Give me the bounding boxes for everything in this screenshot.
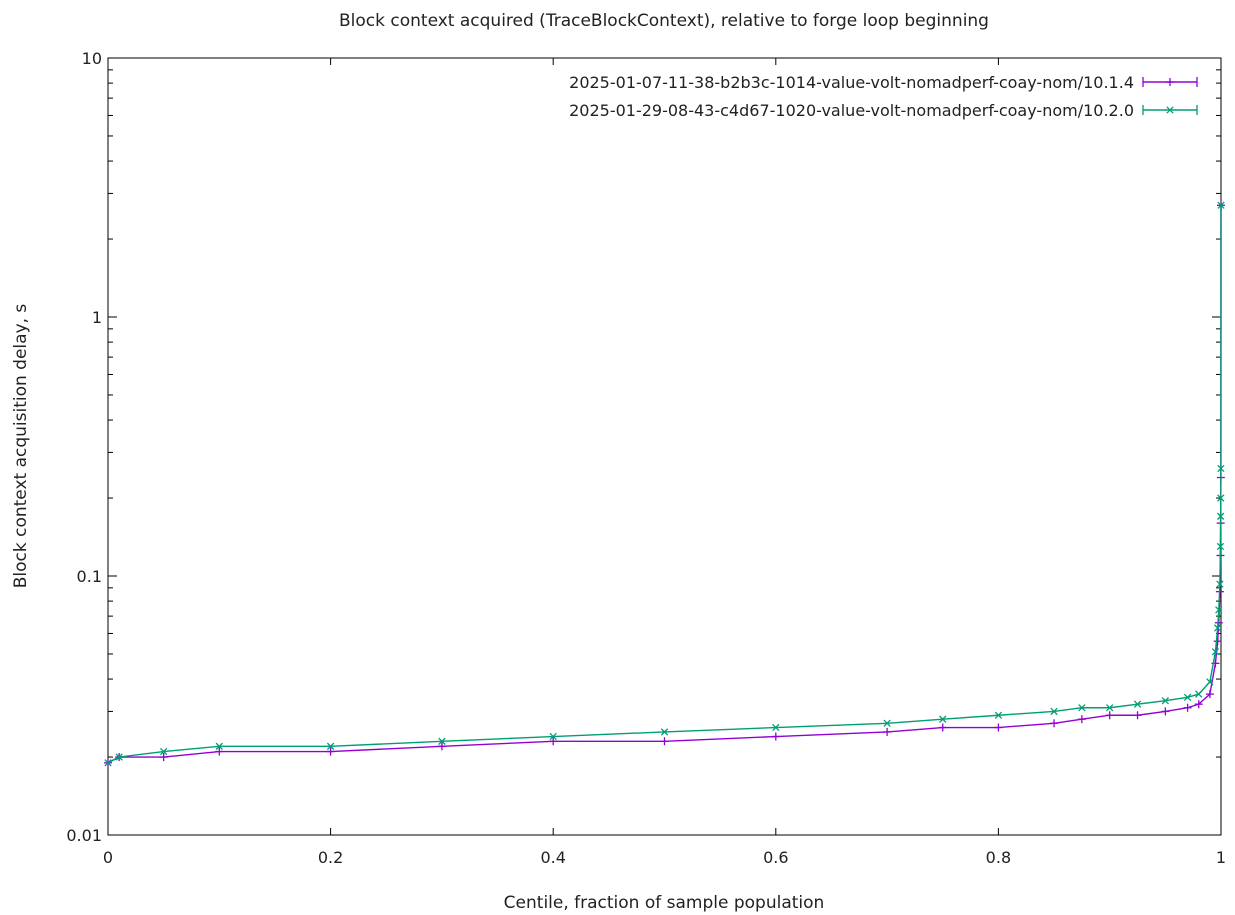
data-point: [159, 747, 168, 756]
data-point: [939, 715, 947, 723]
data-point: [438, 737, 446, 745]
data-point: [883, 727, 892, 736]
series-line: [107, 205, 1222, 764]
data-point: [772, 723, 780, 732]
x-tick-label: 0.8: [986, 848, 1011, 867]
data-point: [1195, 690, 1203, 698]
data-point: [883, 719, 891, 727]
x-tick-label: 0: [103, 848, 113, 867]
y-tick-label: 0.01: [66, 826, 102, 845]
data-point: [1217, 464, 1225, 473]
data-point: [771, 732, 780, 741]
data-point: [549, 737, 558, 746]
x-tick-label: 1: [1216, 848, 1226, 867]
data-point: [1205, 690, 1214, 699]
data-point: [1217, 494, 1225, 502]
data-point: [1050, 707, 1058, 716]
data-point: [1194, 700, 1203, 709]
legend-label: 2025-01-29-08-43-c4d67-1020-value-volt-n…: [569, 101, 1134, 120]
data-point: [1214, 624, 1222, 632]
legend-marker: [1166, 106, 1174, 114]
data-point: [938, 723, 947, 732]
data-point: [1217, 512, 1225, 520]
data-point: [215, 747, 224, 756]
chart-title: Block context acquired (TraceBlockContex…: [339, 11, 989, 31]
series-layer: [104, 201, 1225, 767]
data-point: [549, 732, 557, 741]
plot-frame: [107, 57, 1222, 836]
data-point: [1078, 704, 1086, 712]
data-point: [437, 742, 446, 751]
x-axis-label: Centile, fraction of sample population: [504, 893, 825, 913]
series-1: [104, 201, 1225, 767]
x-tick-label: 0.2: [318, 848, 343, 867]
data-point: [1105, 711, 1114, 720]
legend-item: 2025-01-07-11-38-b2b3c-1014-value-volt-n…: [569, 73, 1198, 92]
data-point: [1216, 580, 1224, 588]
data-point: [1133, 700, 1142, 708]
data-point: [1213, 637, 1222, 646]
data-point: [1183, 703, 1192, 712]
series-line: [107, 205, 1222, 764]
data-point: [159, 753, 168, 762]
data-point: [1106, 704, 1114, 712]
data-point: [1183, 693, 1192, 702]
y-axis-label: Block context acquisition delay, s: [11, 304, 31, 589]
y-tick-label: 0.1: [77, 567, 102, 586]
data-point: [1077, 715, 1086, 724]
y-tick-label: 10: [82, 49, 102, 68]
data-point: [660, 737, 669, 746]
x-tick-label: 0.6: [763, 848, 788, 867]
legend-item: 2025-01-29-08-43-c4d67-1020-value-volt-n…: [569, 101, 1198, 120]
series-2: [104, 201, 1225, 767]
data-point: [1133, 711, 1142, 720]
data-point: [1211, 648, 1220, 656]
data-point: [115, 753, 123, 761]
data-point: [1161, 707, 1170, 716]
data-point: [994, 711, 1003, 719]
data-point: [1206, 678, 1214, 686]
legend: 2025-01-07-11-38-b2b3c-1014-value-volt-n…: [569, 73, 1198, 120]
legend-label: 2025-01-07-11-38-b2b3c-1014-value-volt-n…: [569, 73, 1134, 92]
data-point: [1050, 719, 1059, 728]
data-point: [104, 759, 112, 767]
data-point: [326, 742, 335, 750]
data-point: [1161, 697, 1170, 705]
x-tick-label: 0.4: [540, 848, 565, 867]
data-point: [1217, 201, 1225, 209]
data-point: [1216, 542, 1225, 551]
y-tick-label: 1: [92, 308, 102, 327]
legend-marker: [1166, 78, 1174, 86]
data-point: [326, 747, 335, 756]
data-point: [215, 742, 223, 750]
data-point: [1215, 606, 1223, 614]
data-point: [660, 728, 669, 736]
data-point: [994, 723, 1003, 732]
axes: 0 0.2 0.4 0.6 0.8 1 0.01 0.1 1 10: [66, 49, 1226, 867]
